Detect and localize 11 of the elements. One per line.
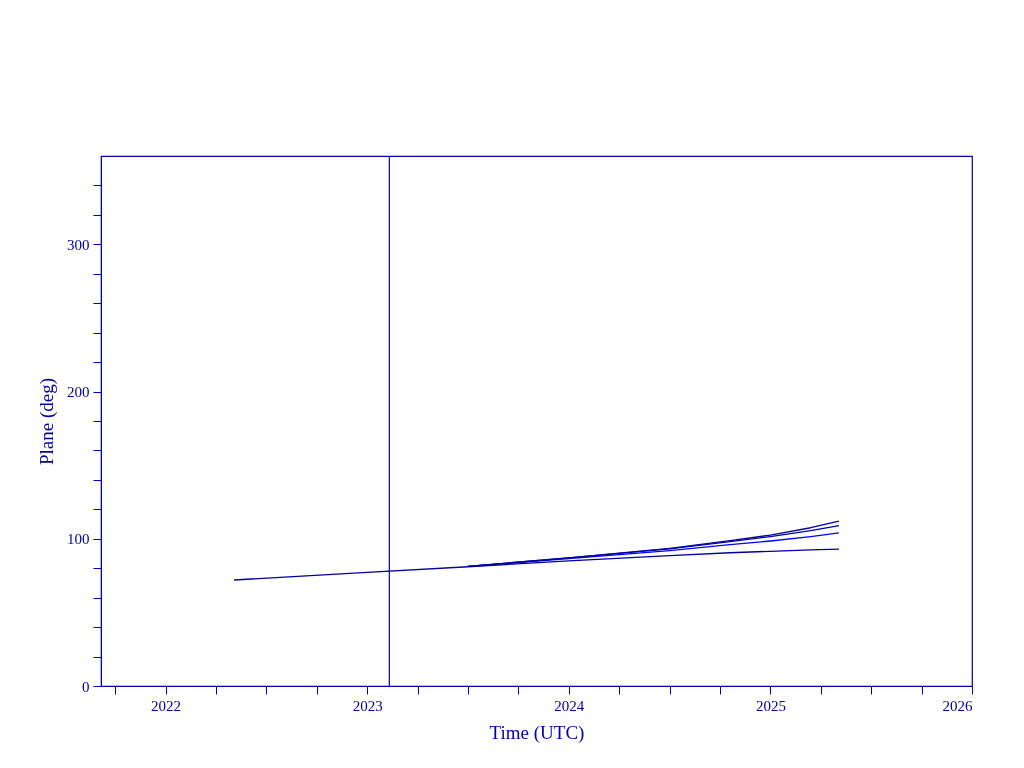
x-tick-label: 2024	[554, 697, 585, 714]
y-tick-label: 200	[67, 384, 90, 401]
x-tick-label: 2026	[942, 697, 973, 714]
y-tick-label: 300	[67, 236, 90, 253]
y-tick-label: 0	[82, 678, 90, 695]
x-tick-label: 2025	[755, 697, 786, 714]
x-axis-title: Time (UTC)	[489, 721, 585, 744]
x-tick-label: 2023	[352, 697, 383, 714]
y-tick-label: 100	[67, 531, 90, 548]
y-axis-title: Plane (deg)	[36, 377, 58, 466]
x-tick-label: 2022	[151, 697, 182, 714]
